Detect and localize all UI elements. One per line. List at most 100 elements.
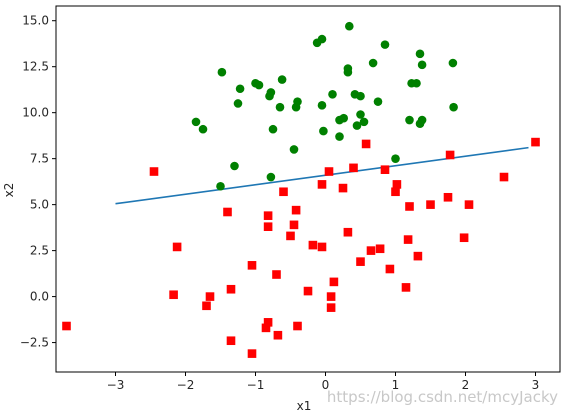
data-point-square [247, 349, 257, 358]
data-point-circle [356, 110, 365, 119]
data-point-circle [391, 154, 400, 163]
data-point-circle [266, 172, 276, 182]
data-point-square [263, 318, 273, 327]
data-point-square [289, 220, 299, 230]
x-tick-label: −3 [107, 378, 125, 392]
data-point-square [324, 167, 334, 176]
data-point-square [413, 251, 423, 261]
data-point-circle [317, 101, 327, 110]
data-point-circle [312, 38, 322, 48]
x-axis: −3 −2 −1 0 1 2 3 [107, 372, 540, 392]
data-point-square [464, 200, 474, 209]
data-point-circle [417, 60, 427, 70]
y-axis-label: x2 [2, 183, 16, 198]
data-point-circle [235, 84, 245, 94]
data-point-square [391, 187, 400, 197]
data-point-square [149, 167, 159, 176]
data-point-square [263, 222, 273, 231]
watermark-text: https://blog.csdn.net/mcyJacky [327, 388, 558, 406]
y-tick-label: 2.5 [30, 244, 49, 258]
data-point-circle [216, 181, 225, 191]
data-point-circle [412, 78, 421, 88]
data-point-circle [352, 121, 362, 130]
data-point-square [326, 292, 336, 301]
data-point-circle [291, 102, 301, 112]
data-point-circle [373, 97, 383, 106]
data-point-square [62, 321, 71, 331]
data-point-square [272, 270, 281, 279]
data-point-circle [448, 58, 458, 68]
data-point-circle [268, 124, 278, 134]
data-point-square [293, 321, 302, 331]
data-point-square [261, 323, 271, 333]
data-point-square [426, 200, 435, 209]
x-tick-label: −1 [247, 378, 265, 392]
data-point-square [401, 283, 411, 292]
data-point-circle [449, 102, 458, 112]
data-point-circle [335, 132, 344, 141]
plot-frame [55, 5, 561, 373]
data-point-square [361, 139, 371, 149]
data-point-square [499, 172, 509, 182]
data-point-square [226, 284, 236, 294]
data-point-square [443, 192, 453, 202]
data-point-square [308, 240, 318, 250]
data-point-circle [191, 117, 201, 127]
x-tick-label: 1 [392, 378, 400, 392]
data-point-square [343, 227, 353, 237]
data-point-circle [415, 49, 425, 59]
x-tick-label: 0 [322, 378, 330, 392]
y-axis: −2.5 0.0 2.5 5.0 7.5 10.0 12.5 15.0 [20, 14, 56, 350]
data-point-circle [328, 89, 337, 99]
data-point-circle [275, 102, 285, 112]
data-point-square [405, 202, 414, 211]
data-point-square [223, 207, 232, 217]
y-tick-label: 12.5 [22, 60, 49, 74]
data-point-circle [345, 21, 354, 31]
data-point-circle [230, 161, 239, 171]
data-point-circle [198, 124, 208, 134]
data-point-square [247, 261, 257, 270]
data-point-square [403, 235, 413, 244]
data-point-square [459, 233, 469, 243]
data-point-square [169, 290, 178, 300]
data-point-square [273, 330, 283, 340]
data-point-square [279, 187, 288, 197]
data-point-square [202, 301, 211, 311]
data-point-circle [289, 145, 299, 154]
data-point-circle [359, 117, 369, 127]
data-point-circle [233, 99, 243, 108]
data-point-circle [254, 80, 264, 90]
y-tick-label: 10.0 [22, 106, 49, 120]
data-point-circle [217, 67, 227, 77]
x-axis-label: x1 [297, 399, 312, 413]
data-point-square [286, 231, 295, 241]
data-point-square [291, 205, 301, 215]
data-point-square [226, 336, 236, 346]
x-tick-label: −2 [177, 378, 195, 392]
data-point-circle [339, 113, 349, 123]
data-point-circle [417, 115, 427, 125]
data-point-circle [319, 126, 328, 136]
x-tick-label: 3 [532, 378, 540, 392]
data-point-square [445, 150, 455, 160]
y-tick-label: −2.5 [20, 336, 49, 350]
series-line [115, 146, 529, 205]
data-point-square [380, 165, 390, 174]
data-point-square [392, 180, 402, 189]
data-point-square [349, 163, 358, 173]
data-point-square [385, 264, 395, 274]
data-point-square [338, 183, 348, 193]
y-tick-label: 5.0 [30, 198, 49, 212]
y-tick-label: 0.0 [30, 290, 49, 304]
data-point-square [326, 303, 336, 312]
data-point-square [205, 292, 215, 301]
data-point-circle [343, 67, 353, 77]
data-point-square [375, 244, 385, 254]
data-point-circle [266, 88, 276, 97]
chart-marks [62, 21, 540, 358]
data-point-square [317, 242, 327, 252]
data-point-circle [356, 91, 365, 101]
data-point-square [317, 180, 327, 189]
